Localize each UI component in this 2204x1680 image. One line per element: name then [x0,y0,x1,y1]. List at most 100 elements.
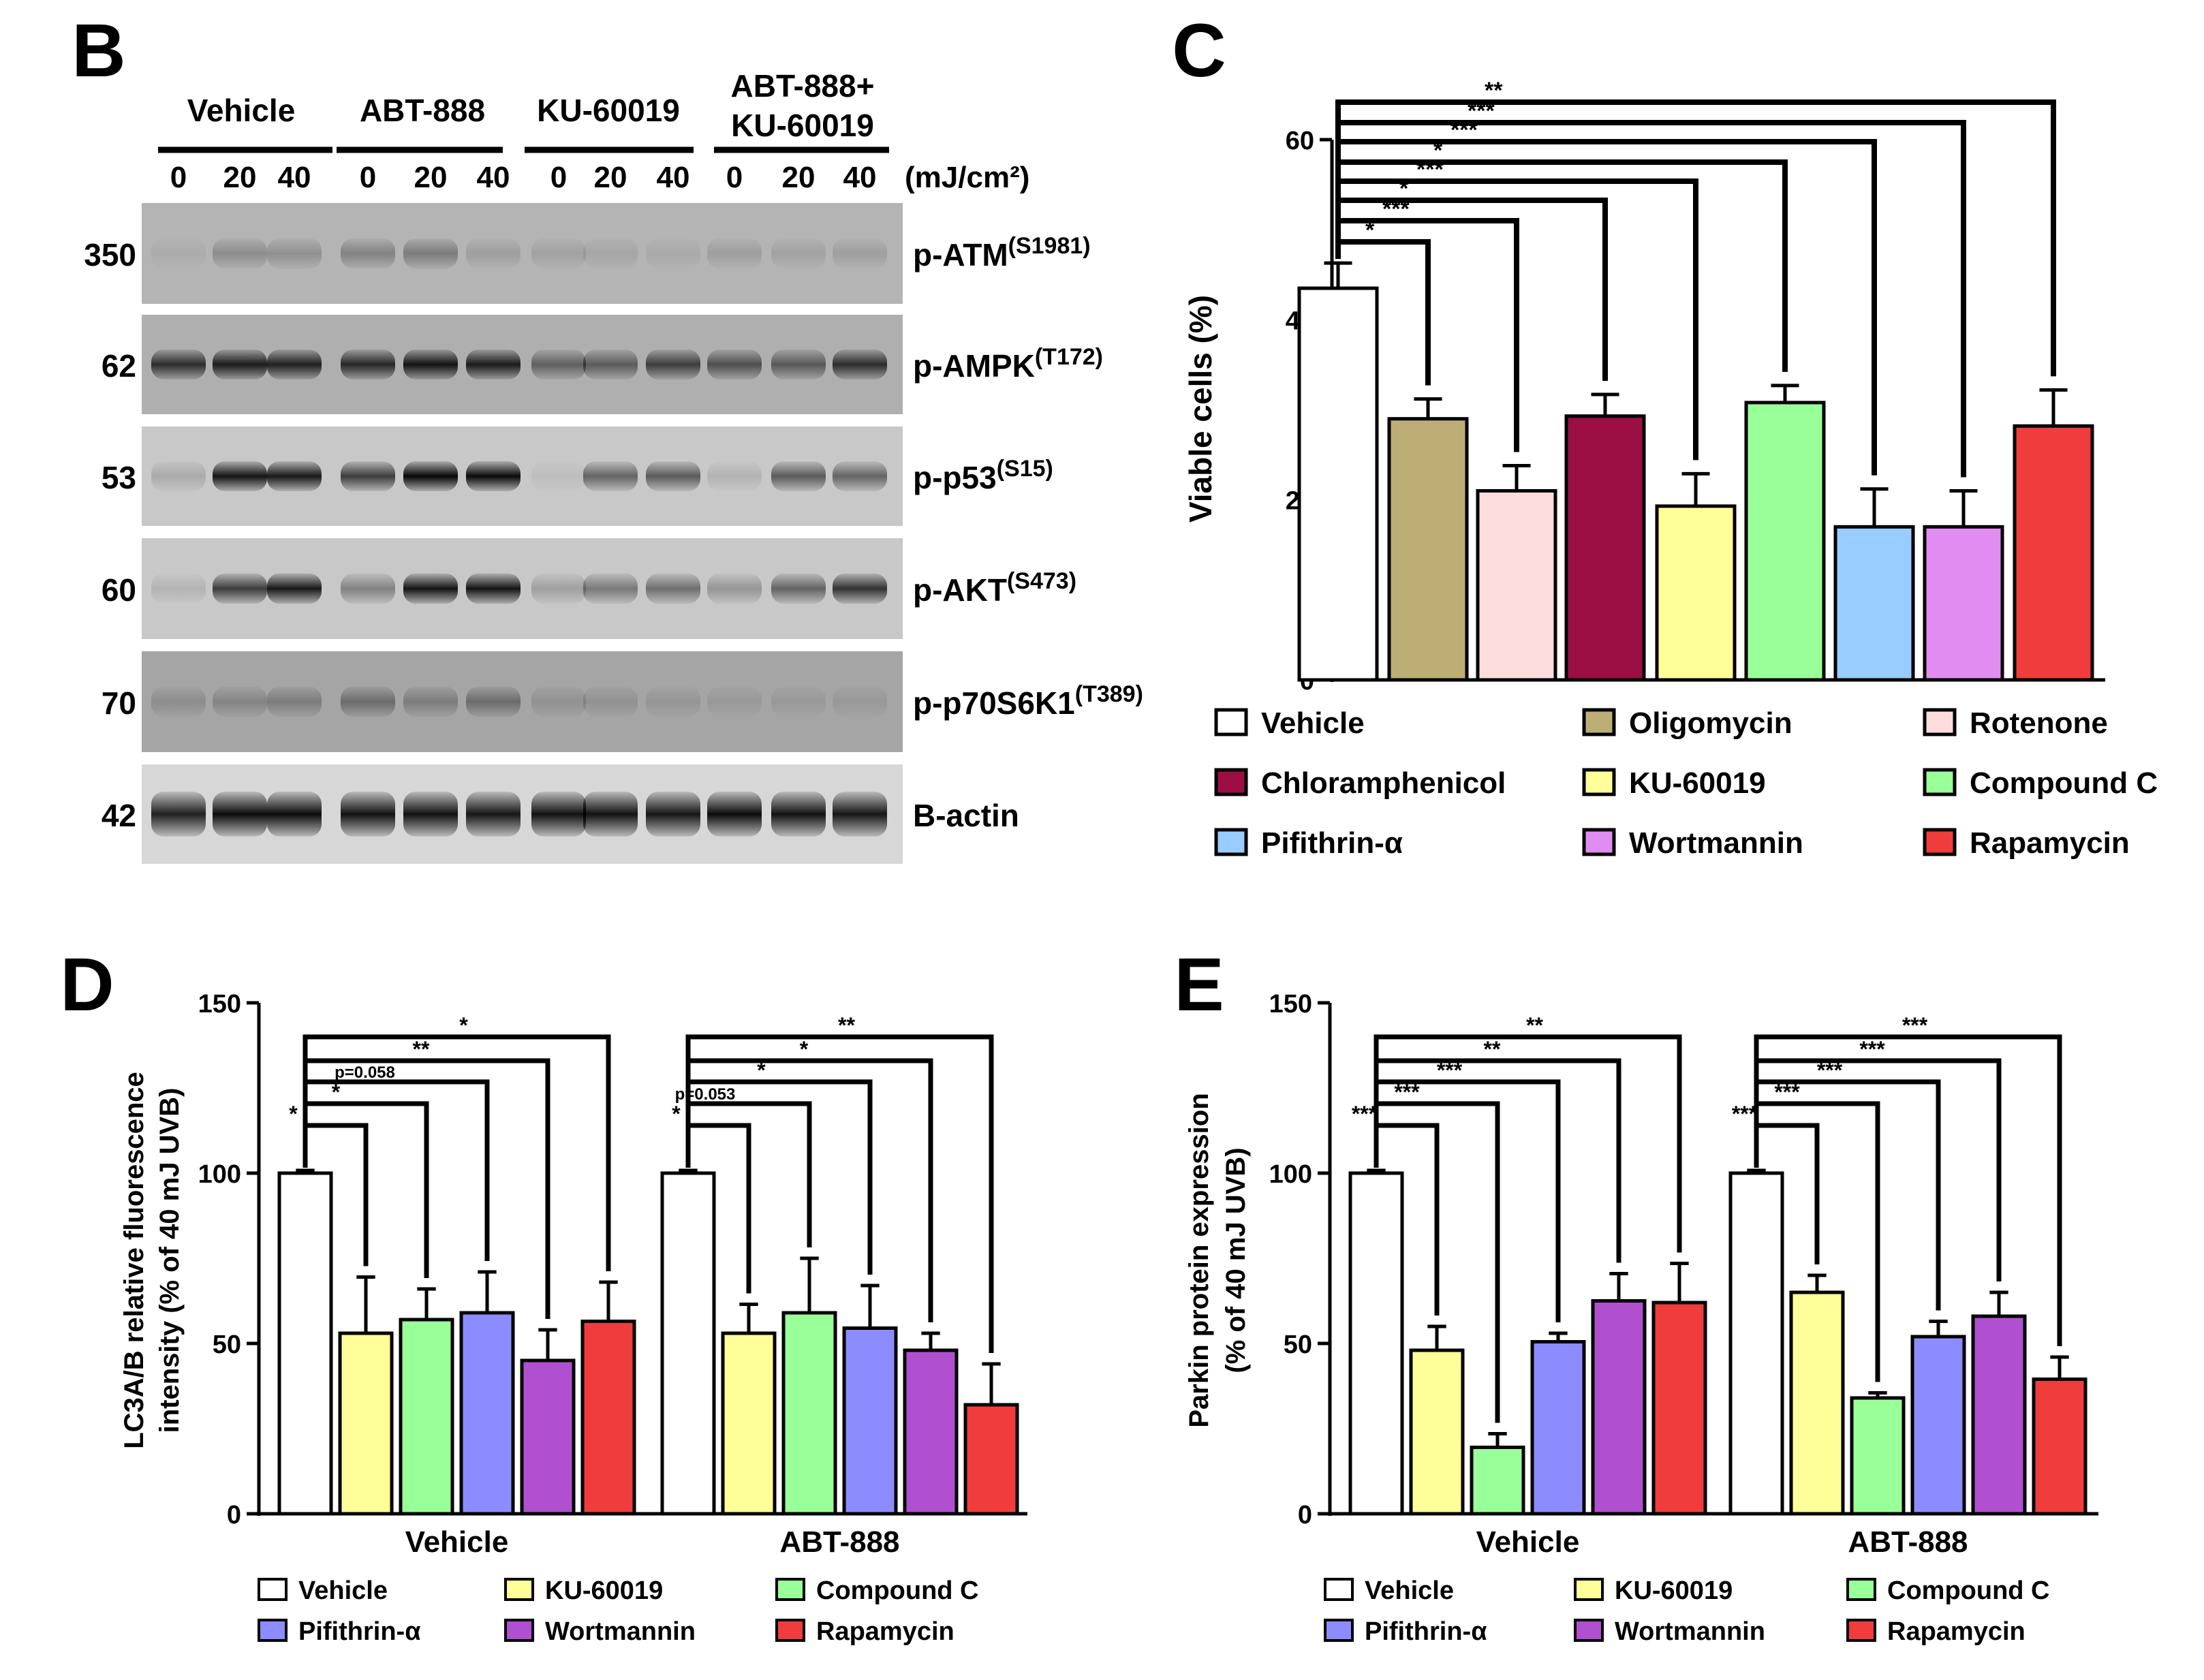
legend-label-rotenone: Rotenone [1970,706,2108,740]
legend-label-wortmannin: Wortmannin [1615,1617,1765,1646]
legend-swatch-vehicle [1214,708,1248,736]
y-tick-label: 50 [213,1331,241,1359]
blot-band [531,461,586,491]
legend-swatch-compound-c [1923,768,1957,796]
bar-vehicle [277,1171,333,1516]
dose-label: 40 [843,161,877,194]
blot-band [707,461,762,491]
blot-band [531,238,586,269]
legend-label-ku-60019: KU-60019 [545,1576,663,1605]
y-axis-title-line1: Parkin protein expression [1184,1093,1214,1427]
blot-band [771,573,826,604]
panel-letter-c: C [1172,9,1226,93]
blot-band [213,573,267,604]
legend-label-chloramphenicol: Chloramphenicol [1261,766,1506,800]
blot-band [403,686,458,717]
blot-band [341,686,395,717]
blot-band [403,349,458,379]
molecular-weight-label: 42 [102,798,136,833]
significance-label: ** [1485,78,1503,104]
blot-band [213,461,267,491]
legend-label-pifithrin: Pifithrin-α [1365,1617,1487,1646]
blot-band [267,686,322,717]
blot-band [707,238,762,269]
significance-label: *** [1902,1013,1928,1038]
blot-band [341,792,395,837]
blot-band [267,238,322,269]
group-label-abt-888-plus: ABT-888+ [731,68,875,104]
bar-ku-60019 [1655,504,1737,682]
blot-band [341,349,395,379]
blot-band [771,238,826,269]
blot-band [403,573,458,604]
blot-band [833,573,887,604]
blot-band [151,238,206,269]
y-axis-title-line2: (% of 40 mJ UVB) [1221,1147,1251,1373]
dose-label: 0 [726,161,743,194]
y-tick-label: 100 [198,1160,241,1189]
legend-swatch-wortmannin [1582,828,1616,856]
panel-d-lc3-chart: D 0 50 100 150 LC3A/B relative fluorescence in… [60,943,1027,1646]
panel-letter-b: B [72,9,125,93]
blot-target-label: p-AMPK(T172) [913,344,1103,384]
y-axis-title-line1: LC3A/B relative fluorescence [119,1072,149,1449]
y-tick-label: 150 [1269,990,1312,1018]
legend-swatch-rapamycin [1846,1619,1876,1642]
blot-band [213,238,267,269]
blot-band [707,686,762,717]
legend-label-rapamycin: Rapamycin [816,1617,954,1646]
blot-band [213,686,267,717]
significance-label: ** [1526,1013,1543,1038]
bar-rapamycin [963,1403,1019,1516]
blot-band [646,792,700,837]
molecular-weight-label: 53 [102,460,136,495]
legend-swatch-compound-c [775,1578,805,1601]
legend-swatch-pifithrin [258,1619,288,1642]
significance-label: p=0.058 [335,1063,395,1082]
bar-ku-60019 [1409,1348,1465,1516]
bar-pifithrin [842,1326,898,1516]
blot-band [646,686,700,717]
y-tick-label: 0 [1298,1501,1312,1529]
blot-band [583,792,638,837]
legend-swatch-pifithrin [1324,1619,1354,1642]
significance-label: ** [1484,1037,1501,1061]
bar-compound-c [399,1318,454,1516]
y-tick-label: 0 [227,1501,241,1529]
legend-label-wortmannin: Wortmannin [545,1617,696,1646]
bar-vehicle [1297,286,1379,682]
bar-ku-60019 [1789,1290,1845,1516]
legend-swatch-pifithrin [1214,828,1248,856]
blot-target-label: p-p53(S15) [913,456,1053,495]
blot-band [151,573,206,604]
blot-band [707,792,762,837]
bar-rapamycin [580,1320,636,1516]
legend-swatch-vehicle [1324,1578,1354,1601]
blot-band [466,686,521,717]
blot-target-label: p-p70S6K1(T389) [913,681,1143,721]
bar-compound-c [781,1311,837,1516]
significance-label: * [800,1037,809,1061]
bar-ku-60019 [338,1331,394,1516]
legend-label-ku-60019: KU-60019 [1615,1576,1733,1605]
blot-band [646,573,700,604]
blot-band [833,349,887,379]
blot-band [583,686,638,717]
blot-band [267,349,322,379]
bar-vehicle [660,1171,716,1516]
y-axis-title-line2: intensity (% of 40 mJ UVB) [155,1088,185,1433]
blot-band [531,792,586,837]
blot-band [646,461,700,491]
legend-swatch-vehicle [258,1578,288,1601]
bar-ku-60019 [721,1331,777,1516]
legend-label-vehicle: Vehicle [1365,1576,1454,1605]
blot-band [267,573,322,604]
blot-band [403,461,458,491]
blot-band [833,686,887,717]
significance-label: *** [1352,1102,1378,1126]
legend-swatch-wortmannin [1574,1619,1604,1642]
bar-vehicle [1348,1171,1404,1516]
bar-vehicle [1728,1171,1784,1516]
significance-label: *** [1732,1102,1758,1126]
bar-compound-c [1744,401,1826,682]
